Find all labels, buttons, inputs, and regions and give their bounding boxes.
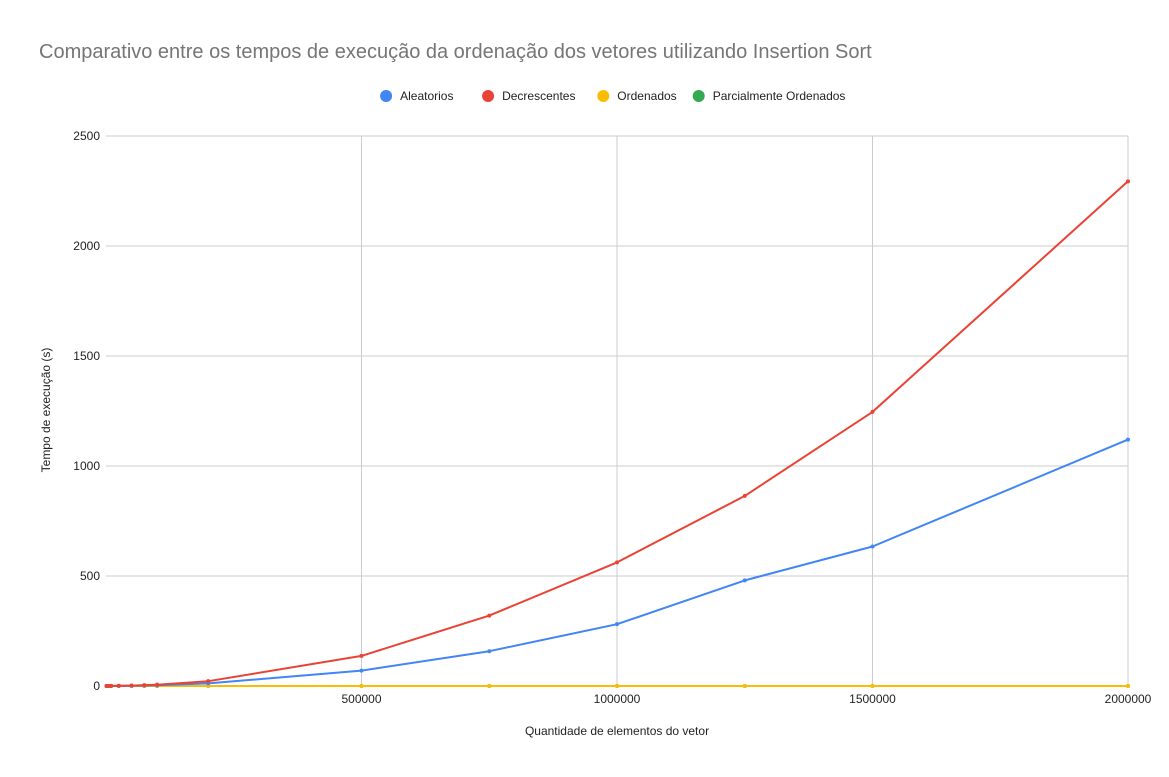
data-point — [1126, 437, 1130, 442]
data-point — [742, 493, 747, 498]
legend-label: Ordenados — [617, 89, 676, 103]
data-point — [206, 679, 211, 684]
y-axis-label: Tempo de execução (s) — [39, 348, 53, 473]
chart-title: Comparativo entre os tempos de execução … — [39, 41, 872, 63]
data-point — [359, 684, 364, 688]
data-point — [487, 649, 492, 654]
x-tick-label: 1000000 — [594, 692, 641, 706]
data-point — [1126, 179, 1130, 184]
data-point — [155, 682, 160, 687]
data-point — [359, 653, 364, 658]
data-point — [742, 684, 747, 688]
data-point — [487, 684, 492, 688]
y-tick-label: 1000 — [73, 459, 100, 473]
x-tick-label: 1500000 — [849, 692, 896, 706]
y-tick-label: 2500 — [73, 129, 100, 143]
legend-marker — [380, 90, 393, 102]
data-point — [870, 544, 875, 549]
y-tick-label: 500 — [80, 569, 100, 583]
data-point — [870, 684, 875, 688]
legend-marker — [692, 90, 705, 102]
x-axis-label: Quantidade de elementos do vetor — [525, 724, 709, 738]
series-group — [104, 179, 1130, 688]
legend-marker — [597, 90, 610, 102]
data-point — [870, 409, 875, 414]
data-point — [1126, 684, 1130, 688]
legend-marker — [482, 90, 495, 102]
data-point — [487, 613, 492, 618]
data-point — [116, 683, 121, 688]
data-point — [615, 684, 619, 688]
data-point — [615, 622, 619, 627]
y-axis-ticks: 0 500 1000 1500 2000 2500 — [73, 129, 100, 693]
x-tick-label: 2000000 — [1105, 692, 1152, 706]
x-axis-ticks: 500000 1000000 1500000 2000000 — [341, 692, 1151, 706]
legend-label: Parcialmente Ordenados — [713, 89, 846, 103]
data-point — [359, 668, 364, 673]
data-point — [615, 560, 619, 565]
legend: Aleatorios Decrescentes Ordenados Parcialme… — [380, 89, 845, 103]
y-tick-label: 1500 — [73, 349, 100, 363]
data-point — [129, 683, 134, 688]
legend-label: Aleatorios — [400, 89, 453, 103]
gridlines — [106, 135, 1129, 687]
y-tick-label: 0 — [93, 679, 100, 693]
legend-label: Decrescentes — [502, 89, 575, 103]
x-tick-label: 500000 — [341, 692, 381, 706]
data-point — [109, 683, 114, 688]
data-point — [742, 578, 747, 583]
data-point — [142, 683, 147, 688]
y-tick-label: 2000 — [73, 239, 100, 253]
